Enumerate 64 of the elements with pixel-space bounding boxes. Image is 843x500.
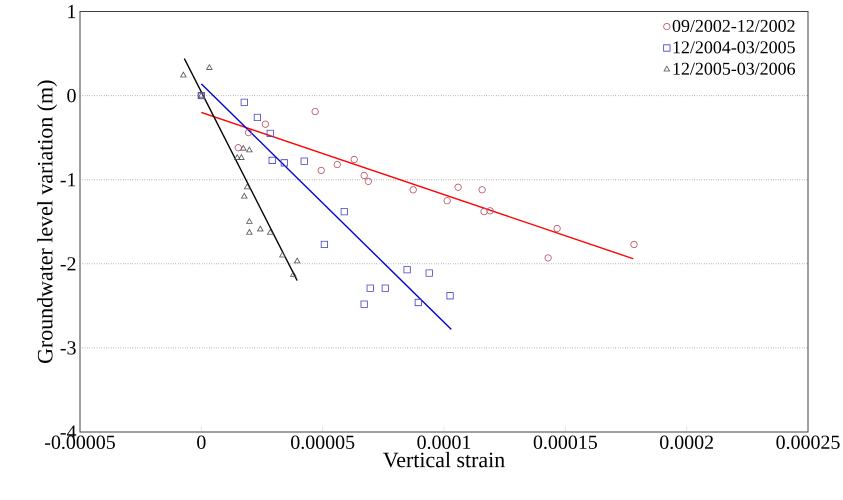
legend-label: 12/2004-03/2005 bbox=[674, 41, 795, 54]
point bbox=[262, 120, 269, 128]
point bbox=[630, 240, 638, 248]
point bbox=[410, 186, 417, 194]
point bbox=[234, 144, 242, 152]
y-tick-label: -2 bbox=[60, 257, 76, 270]
point bbox=[266, 130, 274, 138]
point bbox=[280, 159, 288, 166]
point bbox=[486, 207, 494, 214]
point bbox=[238, 154, 245, 160]
y-tick-label: -1 bbox=[60, 173, 76, 186]
x-tick-label: 0.00025 bbox=[776, 436, 840, 450]
x-tick-label: 0.0001 bbox=[417, 436, 470, 450]
point bbox=[426, 269, 433, 277]
legend-label: 09/2002-12/2002 bbox=[672, 20, 795, 32]
point bbox=[320, 240, 328, 248]
point bbox=[206, 64, 213, 70]
point bbox=[244, 129, 252, 136]
point bbox=[290, 271, 296, 277]
point bbox=[294, 258, 300, 264]
point bbox=[350, 156, 358, 164]
point bbox=[404, 266, 411, 274]
point bbox=[257, 226, 264, 232]
point bbox=[544, 254, 552, 262]
point bbox=[318, 166, 325, 174]
x-tick-label: 0.00005 bbox=[291, 436, 354, 450]
point bbox=[267, 229, 274, 235]
point bbox=[300, 158, 308, 165]
point bbox=[246, 146, 253, 152]
y-tick-label: 0 bbox=[67, 88, 76, 102]
point bbox=[554, 224, 561, 232]
point bbox=[454, 184, 462, 191]
x-axis-title: Vertical strain bbox=[383, 452, 505, 468]
y-tick-label: -3 bbox=[60, 341, 76, 355]
point bbox=[246, 218, 253, 224]
point bbox=[340, 208, 348, 216]
x-tick-label: 0.00015 bbox=[534, 436, 597, 450]
point bbox=[478, 186, 486, 194]
point bbox=[279, 252, 286, 258]
point bbox=[382, 284, 389, 292]
x-tick-label: 0.0002 bbox=[660, 436, 713, 450]
point bbox=[234, 154, 240, 160]
point bbox=[241, 192, 248, 199]
point bbox=[240, 98, 248, 106]
x-tick-label: 0 bbox=[197, 436, 206, 449]
point bbox=[180, 72, 187, 78]
point bbox=[244, 184, 250, 190]
y-axis-title: Groundwater level variation (m) bbox=[37, 80, 58, 363]
point bbox=[446, 292, 454, 300]
point bbox=[360, 300, 368, 308]
point bbox=[480, 208, 488, 216]
legend-label: 12/2005-03/2006 bbox=[674, 62, 796, 75]
point bbox=[334, 160, 341, 168]
point bbox=[246, 229, 253, 235]
point bbox=[240, 144, 246, 151]
point bbox=[364, 178, 372, 185]
point bbox=[268, 156, 276, 164]
point bbox=[444, 197, 451, 204]
y-tick-label: 1 bbox=[68, 4, 76, 18]
point bbox=[254, 114, 261, 122]
point bbox=[414, 298, 422, 306]
point bbox=[366, 284, 374, 292]
point bbox=[312, 108, 319, 116]
point bbox=[360, 172, 368, 180]
